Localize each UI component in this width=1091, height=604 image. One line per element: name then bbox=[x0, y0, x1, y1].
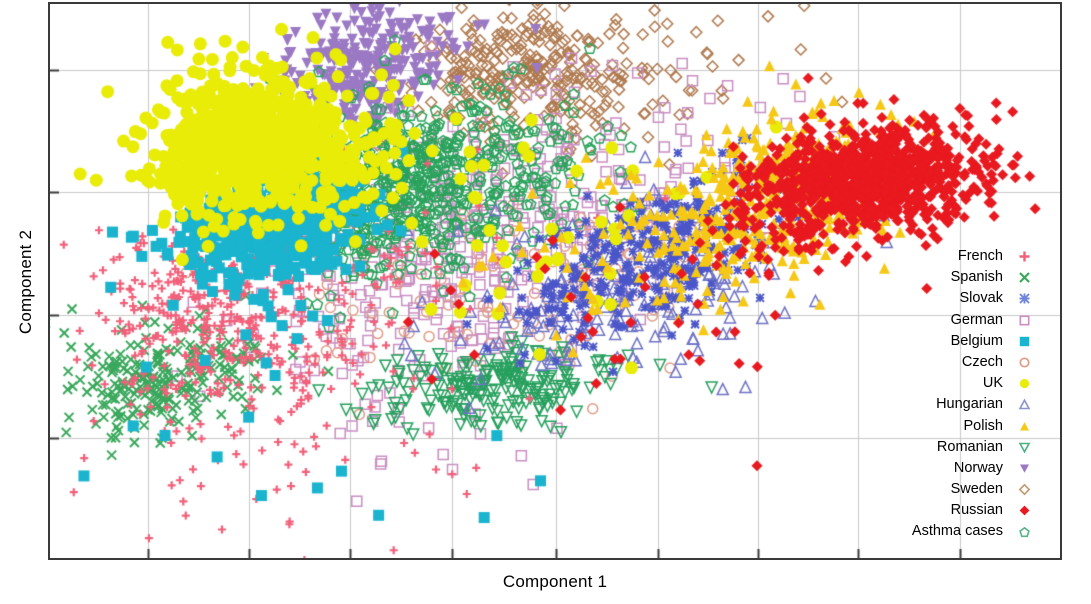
legend-item-czech: Czech bbox=[886, 352, 1036, 373]
legend-item-label: Sweden bbox=[950, 481, 1003, 498]
legend-item-german: German bbox=[886, 310, 1036, 331]
legend-item-norway: Norway bbox=[886, 458, 1036, 479]
circle-filled-marker-icon bbox=[1012, 373, 1036, 394]
legend-item-label: Norway bbox=[953, 459, 1003, 476]
triangle-down-open-marker-icon bbox=[1012, 437, 1036, 458]
triangle-up-filled-marker-icon bbox=[1012, 416, 1036, 437]
pentagon-open-marker-icon bbox=[1012, 521, 1036, 542]
plot-area bbox=[48, 2, 1062, 560]
circle-open-marker-icon bbox=[1012, 352, 1036, 373]
asterisk-marker-icon bbox=[1012, 288, 1036, 309]
legend-item-romanian: Romanian bbox=[886, 437, 1036, 458]
legend-item-label: Spanish bbox=[950, 269, 1003, 286]
triangle-up-open-marker-icon bbox=[1012, 394, 1036, 415]
legend-item-label: German bbox=[950, 311, 1003, 328]
legend-item-asthma-cases: Asthma cases bbox=[886, 521, 1036, 542]
legend-item-uk: UK bbox=[886, 373, 1036, 394]
legend-item-label: Slovak bbox=[959, 290, 1003, 307]
legend-item-label: Russian bbox=[950, 502, 1003, 519]
legend: French Spanish Slovak German Belgium Czech UK H… bbox=[886, 246, 1036, 543]
legend-item-label: Belgium bbox=[950, 332, 1003, 349]
scatter-canvas bbox=[50, 4, 1060, 558]
square-filled-marker-icon bbox=[1012, 331, 1036, 352]
x-axis-title: Component 1 bbox=[502, 572, 608, 591]
diamond-open-marker-icon bbox=[1012, 479, 1036, 500]
legend-item-label: Asthma cases bbox=[911, 523, 1003, 540]
legend-item-sweden: Sweden bbox=[886, 479, 1036, 500]
y-axis-title: Component 2 bbox=[16, 229, 35, 335]
legend-item-russian: Russian bbox=[886, 500, 1036, 521]
legend-item-label: UK bbox=[982, 375, 1003, 392]
legend-item-belgium: Belgium bbox=[886, 331, 1036, 352]
legend-item-slovak: Slovak bbox=[886, 288, 1036, 309]
legend-item-label: Romanian bbox=[936, 438, 1003, 455]
triangle-down-filled-marker-icon bbox=[1012, 458, 1036, 479]
x-marker-icon bbox=[1012, 267, 1036, 288]
square-open-marker-icon bbox=[1012, 310, 1036, 331]
legend-item-label: Czech bbox=[961, 353, 1003, 370]
legend-item-label: French bbox=[957, 248, 1003, 264]
legend-item-hungarian: Hungarian bbox=[886, 394, 1036, 415]
legend-item-label: Hungarian bbox=[936, 396, 1003, 413]
legend-item-french: French bbox=[886, 246, 1036, 267]
legend-item-polish: Polish bbox=[886, 416, 1036, 437]
legend-item-spanish: Spanish bbox=[886, 267, 1036, 288]
legend-item-label: Polish bbox=[963, 417, 1004, 434]
diamond-filled-marker-icon bbox=[1012, 500, 1036, 521]
plus-marker-icon bbox=[1012, 246, 1036, 267]
